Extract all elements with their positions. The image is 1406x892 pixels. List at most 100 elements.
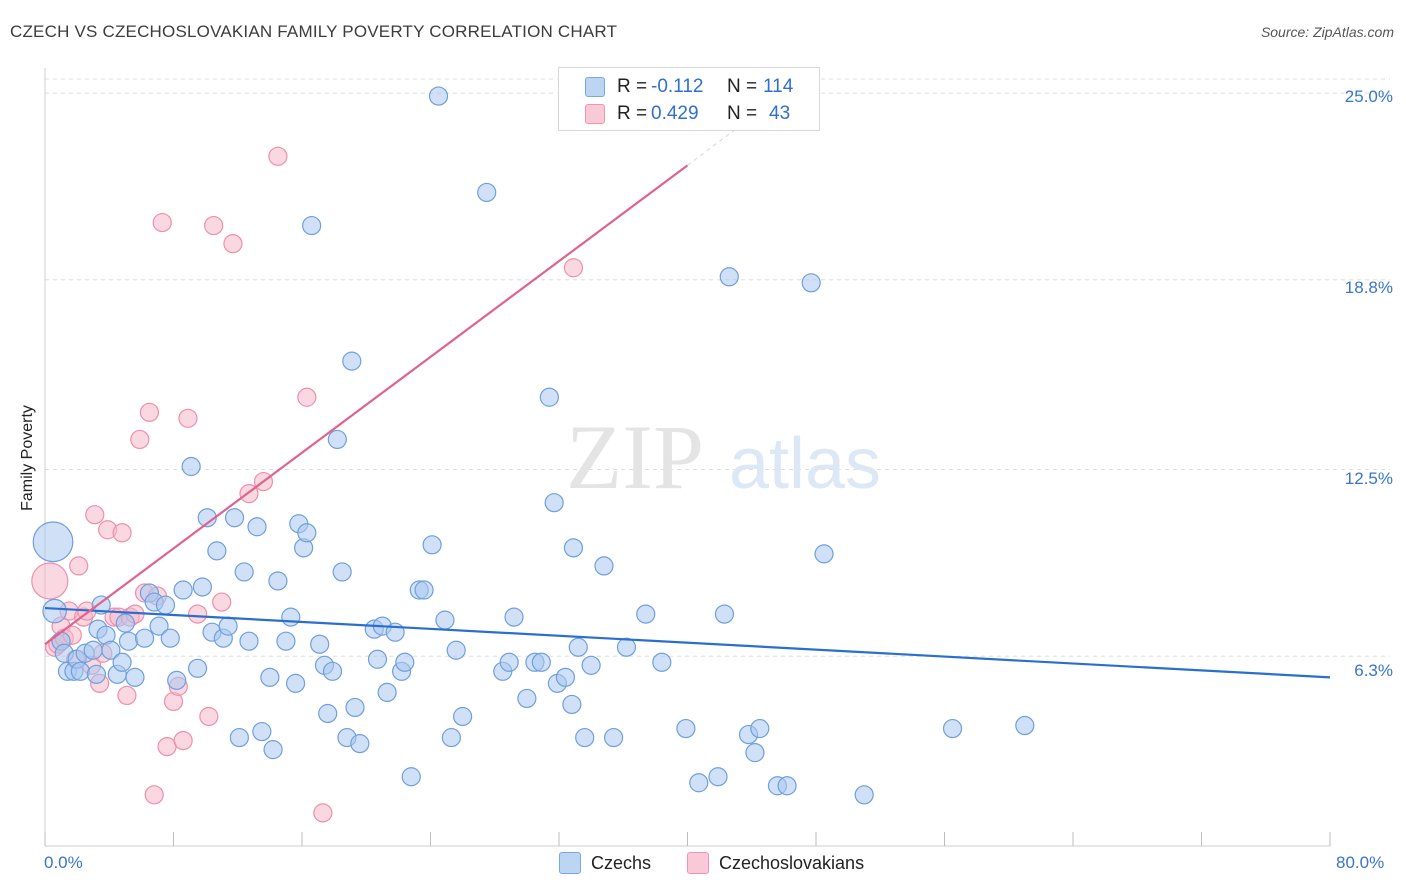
legend-n-value: 43	[769, 103, 791, 124]
data-point	[152, 212, 172, 233]
data-point	[157, 737, 177, 757]
legend-r-label: R =	[617, 76, 648, 97]
data-point	[173, 580, 193, 600]
data-point	[281, 607, 301, 627]
data-point	[676, 718, 696, 739]
data-point	[302, 215, 322, 236]
data-point	[42, 598, 67, 624]
data-point	[422, 535, 442, 555]
legend-n-value: 114	[763, 76, 794, 97]
data-point	[310, 634, 330, 654]
data-point	[477, 182, 497, 203]
data-point	[204, 215, 224, 236]
x-tick-label-min: 0.0%	[44, 853, 83, 872]
data-point	[144, 785, 164, 805]
watermark-atlas: atlas	[729, 424, 881, 504]
czechs-trend-line	[44, 606, 1331, 679]
y-tick-label-6-3: 6.3%	[1354, 661, 1393, 680]
data-point	[531, 652, 551, 672]
data-point	[636, 604, 656, 624]
legend-n-label: N =	[727, 103, 758, 124]
data-point	[854, 785, 874, 805]
data-point	[367, 649, 388, 669]
data-point	[401, 767, 421, 787]
data-point	[31, 562, 69, 600]
legend-label-czechs: Czechs	[591, 852, 652, 873]
data-point	[544, 493, 564, 513]
data-point	[117, 685, 137, 706]
series-legend: Czechs Czechoslovakians	[0, 852, 1406, 876]
data-point	[563, 538, 584, 558]
data-point	[446, 640, 466, 660]
legend-r-value: -0.112	[651, 76, 704, 97]
data-point	[942, 718, 963, 739]
data-point	[652, 652, 672, 672]
data-point	[85, 505, 105, 525]
data-point	[181, 456, 201, 477]
chart-title: CZECH VS CZECHOSLOVAKIAN FAMILY POVERTY …	[10, 22, 618, 41]
data-point	[218, 616, 238, 636]
data-point	[322, 661, 343, 681]
data-point	[435, 610, 455, 630]
legend-r-value: 0.429	[651, 103, 699, 124]
data-point	[616, 637, 637, 657]
data-point	[327, 429, 347, 450]
chart-source: Source: ZipAtlas.com	[1260, 24, 1394, 40]
data-point	[224, 508, 245, 528]
data-point	[414, 580, 434, 600]
data-point	[604, 727, 624, 748]
stats-legend: R = -0.112 N = 114 R = 0.429 N = 43	[558, 67, 820, 131]
y-tick-label-25: 25.0%	[1344, 87, 1393, 106]
czechs-points	[32, 86, 1035, 805]
data-point	[32, 521, 74, 563]
data-point	[134, 628, 155, 648]
data-point	[130, 429, 150, 450]
legend-n-label: N =	[727, 76, 758, 97]
data-point	[814, 544, 834, 564]
czechoslovakians-points	[31, 146, 584, 823]
data-point	[178, 408, 198, 428]
data-point	[276, 631, 296, 651]
data-point	[581, 655, 601, 675]
data-point	[155, 595, 176, 615]
data-point	[539, 387, 559, 407]
data-point	[199, 706, 219, 727]
data-point	[377, 682, 397, 703]
legend-item-czechs[interactable]: Czechs	[559, 852, 651, 874]
data-point	[173, 730, 193, 751]
data-point	[453, 706, 473, 727]
watermark-zip: ZIP	[566, 406, 704, 508]
trend-lines	[44, 104, 1331, 679]
data-point	[260, 667, 280, 687]
data-point	[801, 273, 821, 293]
data-point	[149, 616, 169, 636]
data-point	[118, 631, 139, 651]
data-point	[568, 637, 588, 657]
legend-r-label: R =	[617, 103, 648, 124]
data-point	[234, 562, 254, 582]
data-point	[91, 595, 111, 615]
data-point	[517, 688, 537, 709]
data-point	[714, 604, 735, 624]
data-point	[777, 776, 797, 796]
data-point	[708, 767, 728, 787]
axes	[44, 68, 1331, 847]
watermark: ZIP atlas	[566, 406, 881, 508]
data-point	[345, 697, 365, 718]
data-point	[252, 721, 272, 742]
data-point	[192, 577, 213, 597]
y-tick-label-12-5: 12.5%	[1344, 469, 1393, 488]
data-point	[229, 727, 249, 748]
data-point	[428, 86, 449, 106]
czechs-swatch	[585, 77, 605, 97]
data-point	[441, 727, 461, 748]
data-point	[69, 556, 89, 576]
data-point	[499, 652, 519, 672]
data-point	[1015, 715, 1035, 736]
y-tick-label-18-8: 18.8%	[1344, 278, 1393, 297]
data-point	[125, 667, 145, 687]
data-point	[212, 592, 232, 612]
data-point	[207, 541, 227, 561]
y-axis-label: Family Poverty	[19, 405, 36, 511]
legend-item-czechoslovakians[interactable]: Czechoslovakians	[687, 852, 864, 874]
